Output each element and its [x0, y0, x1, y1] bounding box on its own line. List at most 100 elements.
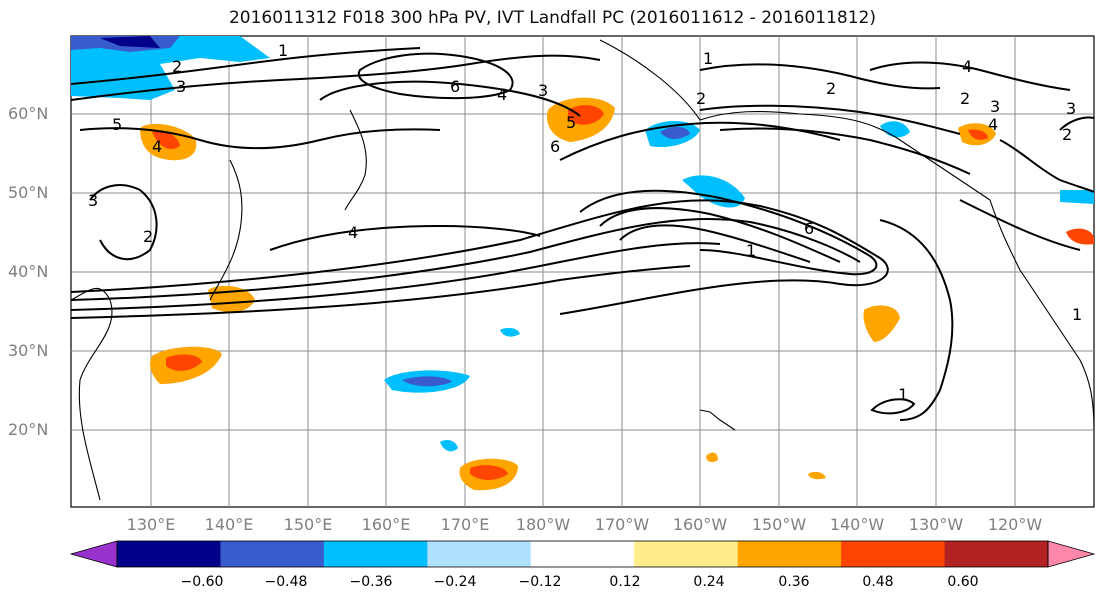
shading-negative-northwest-deep — [100, 36, 160, 48]
contour-label: 4 — [152, 137, 162, 156]
colorbar-tick-label: 0.60 — [947, 574, 979, 590]
contour-labels: 1 2 3 4 5 6 2 3 4 5 6 4 3 2 1 2 3 4 2 3 … — [88, 41, 1082, 404]
shading-positive-small-1 — [706, 452, 718, 463]
contour-16 — [869, 61, 1071, 91]
contour-10 — [79, 127, 441, 150]
contour-14 — [719, 127, 971, 175]
contour-label: 2 — [143, 227, 153, 246]
contour-label: 2 — [826, 79, 836, 98]
contour-label: 5 — [566, 113, 576, 132]
contour-label: 6 — [450, 77, 460, 96]
colorbar-segment — [944, 541, 1049, 567]
contour-23 — [999, 139, 1095, 193]
lat-label: 60°N — [8, 104, 49, 123]
colorbar-segment — [427, 541, 532, 567]
lat-label: 20°N — [8, 420, 49, 439]
colorbar-segment — [737, 541, 842, 567]
colorbar-tick-label: 0.48 — [862, 574, 894, 590]
contour-11 — [89, 184, 158, 260]
lon-label: 180°W — [515, 515, 571, 534]
shading-positive-small-2 — [808, 471, 826, 480]
shading-positive-south-core — [470, 465, 508, 480]
lon-label: 140°E — [204, 515, 254, 534]
lon-label: 120°W — [987, 515, 1043, 534]
colorbar-tick-label: 0.12 — [609, 574, 641, 590]
contour-13 — [699, 104, 961, 135]
shading-negative-small-1 — [440, 440, 458, 452]
contour-18 — [870, 398, 916, 415]
shading-negative-coast — [880, 121, 910, 138]
contour-2 — [70, 217, 861, 301]
contour-17 — [879, 219, 954, 421]
colorbar-tick-label: −0.60 — [180, 574, 224, 590]
colorbar-tick-label: −0.24 — [433, 574, 477, 590]
contour-1 — [70, 199, 889, 315]
lon-label: 150°W — [751, 515, 807, 534]
colorbar-frame — [116, 540, 1049, 568]
lat-label: 50°N — [8, 183, 49, 202]
lon-label: 130°E — [126, 515, 176, 534]
colorbar-segment — [530, 541, 635, 567]
lon-label: 170°E — [440, 515, 490, 534]
colorbar-segment — [634, 541, 739, 567]
contour-label: 2 — [696, 89, 706, 108]
colorbar-tick-label: 0.36 — [778, 574, 810, 590]
contour-15 — [699, 63, 941, 90]
contour-12 — [269, 224, 541, 251]
coast-asia — [70, 288, 113, 501]
map-title: 2016011312 F018 300 hPa PV, IVT Landfall… — [228, 8, 876, 28]
contour-label: 2 — [960, 89, 970, 108]
contour-label: 3 — [88, 191, 98, 210]
contour-6 — [599, 207, 841, 263]
colorbar — [69, 540, 1096, 568]
contour-7 — [619, 224, 811, 263]
shading-negative-northwest — [71, 36, 270, 100]
contour-3 — [70, 242, 721, 311]
colorbar-extend-left — [69, 540, 118, 568]
lon-label: 130°W — [908, 515, 964, 534]
contour-label: 4 — [348, 223, 358, 242]
shading-positive-2-core — [568, 105, 604, 125]
colorbar-tick-label: 0.24 — [693, 574, 725, 590]
shading-positive-southwest-core — [166, 354, 202, 371]
colorbar-tick-label: −0.12 — [518, 574, 562, 590]
lat-label: 40°N — [8, 262, 49, 281]
contour-label: 5 — [112, 115, 122, 134]
contour-label: 3 — [176, 77, 186, 96]
contour-label: 2 — [172, 57, 182, 76]
shading-positive-east — [863, 305, 900, 342]
coast-north-america — [989, 199, 1095, 431]
ivt-contours — [70, 47, 1095, 421]
contour-label: 3 — [1066, 99, 1076, 118]
coast-hawaii — [699, 409, 736, 431]
colorbar-segment — [323, 541, 428, 567]
shading-negative-small-2 — [500, 327, 520, 337]
contour-label: 6 — [550, 137, 560, 156]
coast-kamchatka — [344, 109, 367, 211]
contour-label: 4 — [988, 115, 998, 134]
contour-label: 3 — [990, 97, 1000, 116]
lon-label: 160°E — [361, 515, 411, 534]
shading-negative-central-core — [402, 376, 452, 387]
contour-label: 1 — [746, 241, 756, 260]
colorbar-tick-label: −0.36 — [349, 574, 393, 590]
shading-positive-1-core — [152, 130, 180, 150]
lon-label: 160°W — [672, 515, 728, 534]
contour-label: 4 — [497, 85, 507, 104]
contour-label: 1 — [278, 41, 288, 60]
lon-label: 170°W — [594, 515, 650, 534]
contour-9 — [70, 47, 421, 85]
colorbar-extend-right — [1047, 540, 1096, 568]
contour-label: 2 — [1062, 125, 1072, 144]
contour-label: 4 — [962, 57, 972, 76]
colorbar-segment — [841, 541, 946, 567]
contour-22 — [959, 199, 1081, 251]
contour-24 — [1059, 116, 1095, 131]
contour-21 — [559, 121, 841, 161]
contour-5 — [579, 189, 878, 276]
lon-label: 140°W — [829, 515, 885, 534]
colorbar-segment — [220, 541, 325, 567]
lon-label: 150°E — [283, 515, 333, 534]
contour-label: 1 — [703, 49, 713, 68]
